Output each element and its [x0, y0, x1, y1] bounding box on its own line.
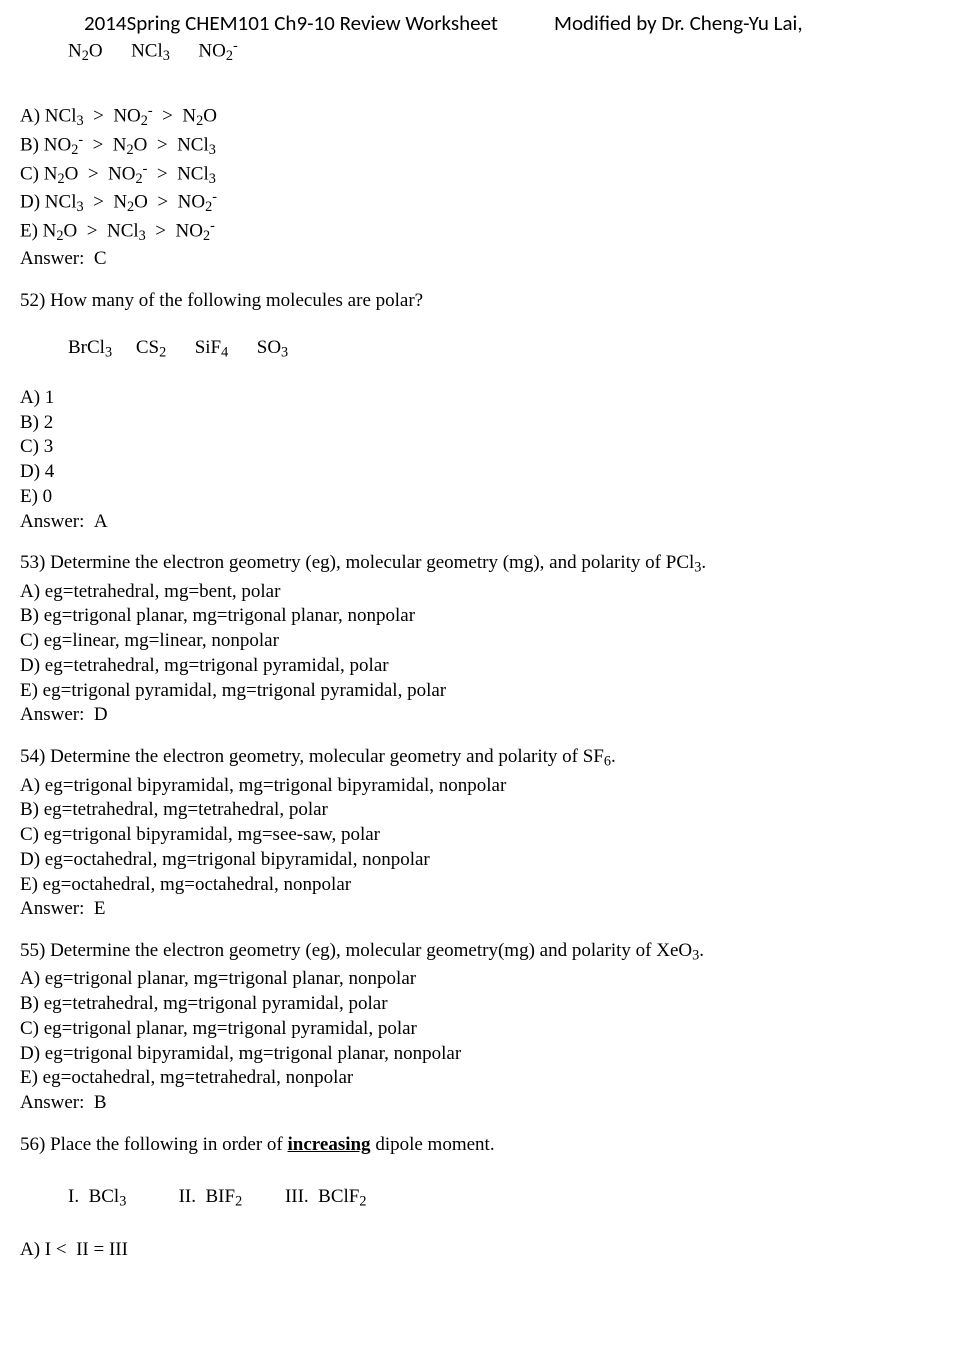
option: C) N2O > NO2- > NCl3 — [20, 161, 940, 189]
q55-stem: 55) Determine the electron geometry (eg)… — [20, 939, 940, 965]
q54-stem: 54) Determine the electron geometry, mol… — [20, 745, 940, 771]
top-molecules: N2O NCl3 NO2- — [68, 38, 940, 66]
option: D) 4 — [20, 460, 940, 484]
q52-stem: 52) How many of the following molecules … — [20, 289, 940, 313]
q53-stem: 53) Determine the electron geometry (eg)… — [20, 551, 940, 577]
q52-molecules: BrCl3 CS2 SiF4 SO3 — [68, 336, 940, 362]
option: A) eg=tetrahedral, mg=bent, polar — [20, 580, 940, 604]
q56-roman: I. BCl3 II. BIF2 III. BClF2 — [68, 1185, 940, 1211]
q54-options: A) eg=trigonal bipyramidal, mg=trigonal … — [20, 774, 940, 897]
option: E) eg=trigonal pyramidal, mg=trigonal py… — [20, 679, 940, 703]
option: E) 0 — [20, 485, 940, 509]
option: B) 2 — [20, 411, 940, 435]
option: B) eg=trigonal planar, mg=trigonal plana… — [20, 604, 940, 628]
option: D) eg=tetrahedral, mg=trigonal pyramidal… — [20, 654, 940, 678]
answer: Answer: B — [20, 1091, 940, 1115]
q56-stem: 56) Place the following in order of incr… — [20, 1133, 940, 1157]
option: D) eg=octahedral, mg=trigonal bipyramida… — [20, 848, 940, 872]
answer: Answer: C — [20, 247, 940, 271]
q52-options: A) 1 B) 2 C) 3 D) 4 E) 0 — [20, 386, 940, 509]
answer: Answer: A — [20, 510, 940, 534]
option: E) eg=octahedral, mg=octahedral, nonpola… — [20, 873, 940, 897]
header-title: 2014Spring CHEM101 Ch9-10 Review Workshe… — [84, 10, 498, 36]
option: D) eg=trigonal bipyramidal, mg=trigonal … — [20, 1042, 940, 1066]
option: E) eg=octahedral, mg=tetrahedral, nonpol… — [20, 1066, 940, 1090]
option: C) eg=linear, mg=linear, nonpolar — [20, 629, 940, 653]
option: E) N2O > NCl3 > NO2- — [20, 218, 940, 246]
option: B) eg=tetrahedral, mg=trigonal pyramidal… — [20, 992, 940, 1016]
q53-options: A) eg=tetrahedral, mg=bent, polar B) eg=… — [20, 580, 940, 703]
option: D) NCl3 > N2O > NO2- — [20, 189, 940, 217]
q55-options: A) eg=trigonal planar, mg=trigonal plana… — [20, 967, 940, 1090]
option: A) NCl3 > NO2- > N2O — [20, 103, 940, 131]
option: C) eg=trigonal bipyramidal, mg=see-saw, … — [20, 823, 940, 847]
option: A) eg=trigonal planar, mg=trigonal plana… — [20, 967, 940, 991]
option: A) I < II = III — [20, 1238, 940, 1262]
option: A) eg=trigonal bipyramidal, mg=trigonal … — [20, 774, 940, 798]
q56-options: A) I < II = III — [20, 1238, 940, 1262]
option: B) eg=tetrahedral, mg=tetrahedral, polar — [20, 798, 940, 822]
answer: Answer: D — [20, 703, 940, 727]
option: B) NO2- > N2O > NCl3 — [20, 132, 940, 160]
answer: Answer: E — [20, 897, 940, 921]
page-header: 2014Spring CHEM101 Ch9-10 Review Workshe… — [20, 10, 940, 36]
option: C) 3 — [20, 435, 940, 459]
option: C) eg=trigonal planar, mg=trigonal pyram… — [20, 1017, 940, 1041]
option: A) 1 — [20, 386, 940, 410]
header-author: Modified by Dr. Cheng-Yu Lai, — [554, 10, 803, 36]
q51-options: A) NCl3 > NO2- > N2O B) NO2- > N2O > NCl… — [20, 103, 940, 246]
